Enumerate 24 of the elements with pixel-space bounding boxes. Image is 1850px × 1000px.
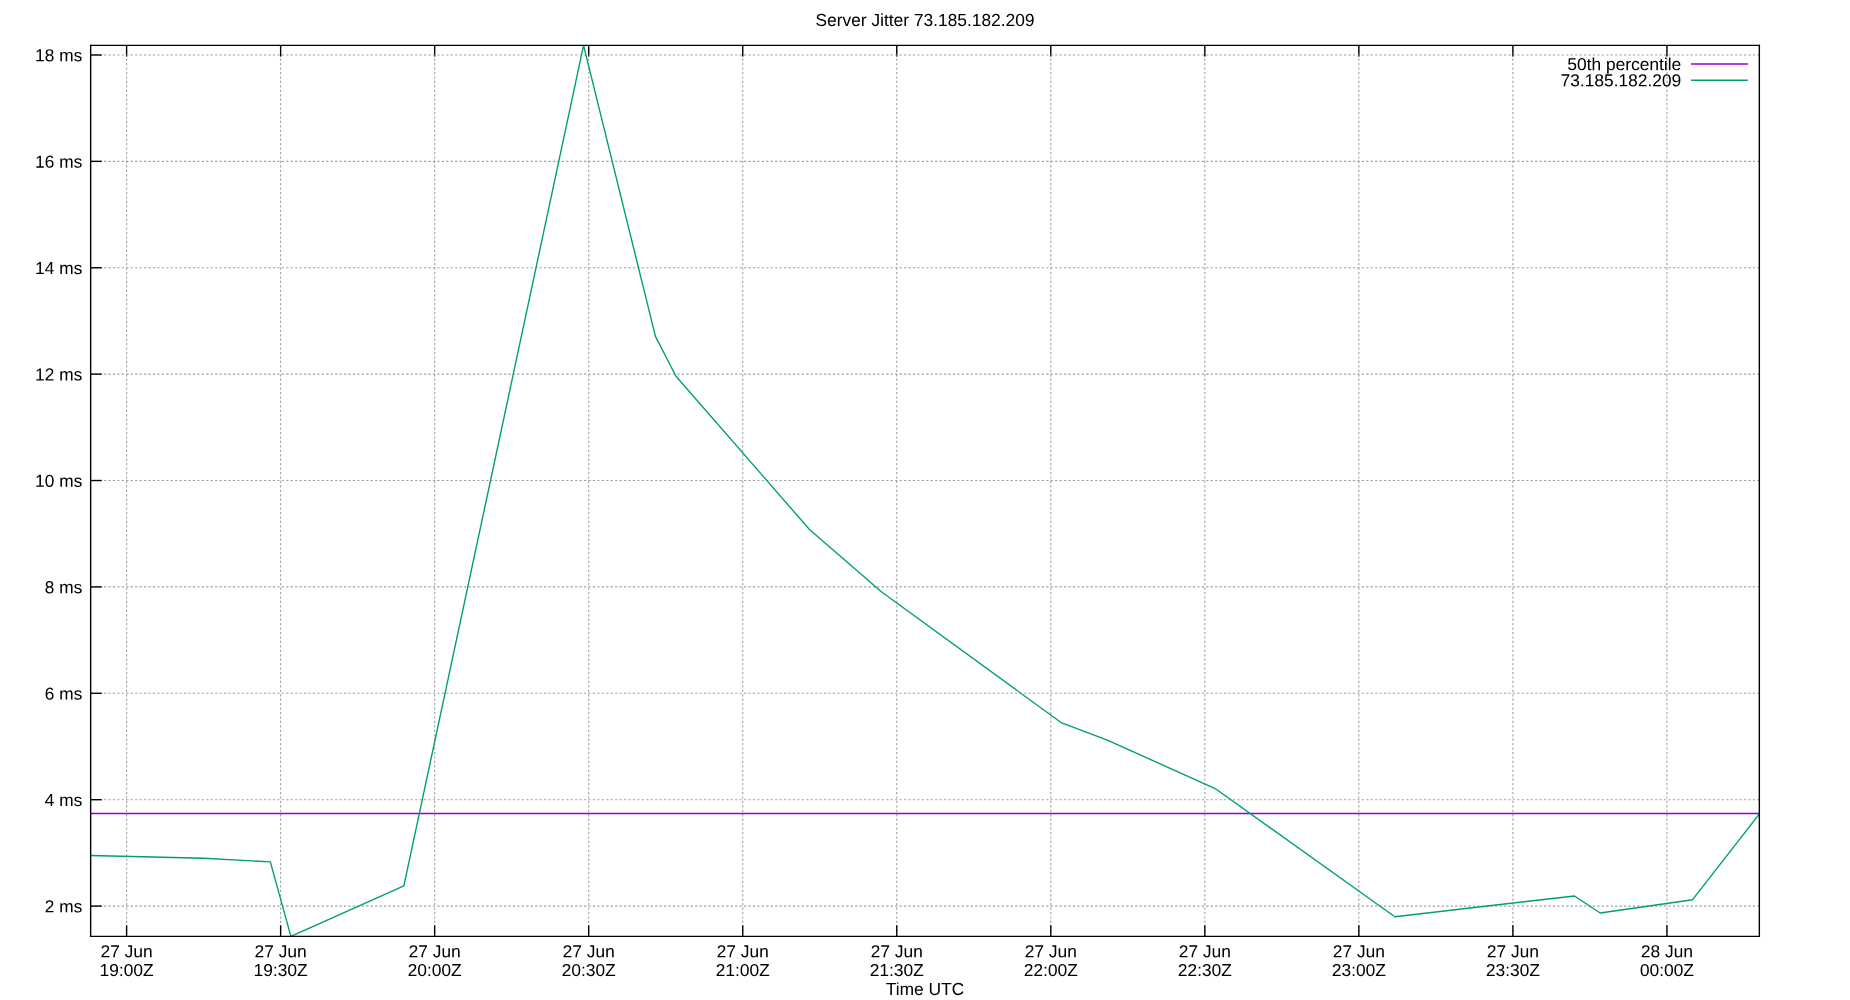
x-tick-label: 27 Jun 21:30Z	[870, 945, 924, 977]
x-axis-title: Time UTC	[886, 982, 964, 996]
chart-title: Server Jitter 73.185.182.209	[816, 13, 1034, 27]
x-tick-label: 28 Jun 00:00Z	[1640, 945, 1694, 977]
x-tick-label: 27 Jun 20:00Z	[408, 945, 462, 977]
y-tick-label: 14 ms	[36, 262, 82, 275]
legend-label: 50th percentile	[1568, 57, 1681, 74]
x-tick-label: 27 Jun 23:00Z	[1332, 945, 1386, 977]
y-tick-label: 16 ms	[36, 155, 82, 168]
x-tick-label: 27 Jun 23:30Z	[1486, 945, 1540, 977]
x-tick-label: 27 Jun 22:00Z	[1024, 945, 1078, 977]
y-tick-label: 10 ms	[36, 474, 82, 487]
x-tick-label: 27 Jun 21:00Z	[716, 945, 770, 977]
y-tick-label: 6 ms	[45, 687, 82, 700]
y-tick-label: 18 ms	[36, 49, 82, 62]
x-tick-label: 27 Jun 20:30Z	[562, 945, 616, 977]
y-tick-label: 12 ms	[36, 368, 82, 381]
y-tick-label: 2 ms	[45, 900, 82, 913]
legend-label: 73.185.182.209	[1561, 74, 1681, 87]
x-tick-label: 27 Jun 19:00Z	[100, 945, 154, 977]
y-tick-label: 8 ms	[45, 581, 82, 594]
x-tick-label: 27 Jun 19:30Z	[254, 945, 308, 977]
y-tick-label: 4 ms	[45, 794, 82, 807]
x-tick-label: 27 Jun 22:30Z	[1178, 945, 1232, 977]
